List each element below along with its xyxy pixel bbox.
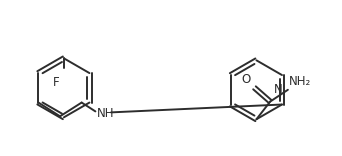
Text: O: O bbox=[241, 73, 251, 86]
Text: NH: NH bbox=[97, 107, 115, 120]
Text: N: N bbox=[274, 83, 282, 96]
Text: NH₂: NH₂ bbox=[289, 75, 311, 88]
Text: F: F bbox=[52, 76, 59, 89]
